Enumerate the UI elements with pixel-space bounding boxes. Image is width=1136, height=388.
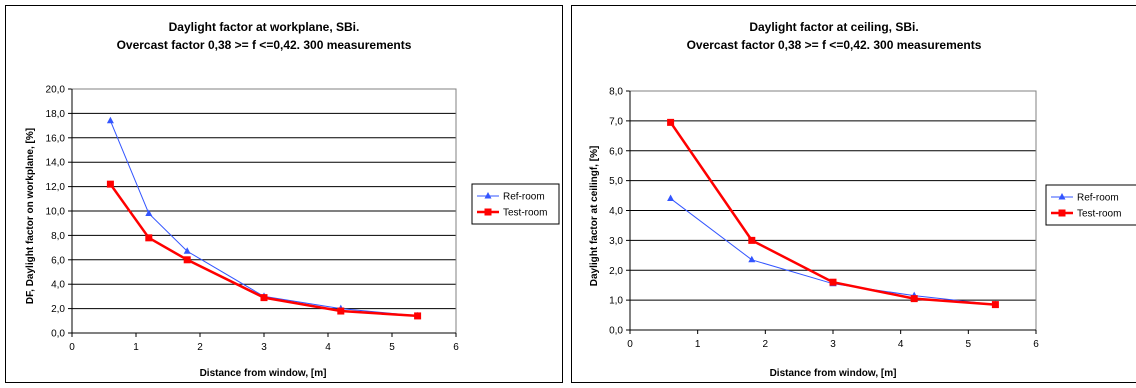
series-line-test-room — [109, 183, 418, 318]
y-tick-label: 4,0 — [609, 206, 623, 217]
chart-title: Daylight factor at ceiling, SBi. — [749, 20, 918, 34]
y-tick-label: 1,0 — [609, 296, 623, 307]
x-tick-label: 1 — [133, 342, 139, 353]
y-tick-label: 12,0 — [46, 182, 66, 193]
data-point-ref-room — [183, 247, 191, 254]
y-tick-label: 10,0 — [46, 207, 66, 218]
data-point-ref-room — [106, 116, 114, 124]
legend-marker — [1058, 193, 1066, 200]
data-point-test-room — [145, 234, 153, 242]
x-tick-label: 4 — [898, 339, 904, 350]
data-point-test-room — [106, 180, 114, 188]
data-point-test-room — [414, 312, 422, 320]
y-tick-label: 3,0 — [609, 236, 623, 247]
data-point-test-room — [260, 294, 268, 302]
data-point-ref-room — [667, 194, 675, 202]
x-tick-label: 2 — [197, 342, 203, 353]
legend-label: Ref-room — [1077, 193, 1119, 204]
x-tick-label: 2 — [763, 339, 769, 350]
legend-marker — [1058, 209, 1066, 217]
y-tick-label: 8,0 — [51, 231, 65, 242]
x-tick-label: 6 — [453, 342, 459, 353]
y-axis-label: Daylight factor at ceilingf, [%] — [589, 146, 600, 287]
legend — [1045, 184, 1136, 226]
chart-workplane: Daylight factor at workplane, SBi. Overc… — [5, 5, 563, 383]
x-tick-label: 4 — [325, 342, 331, 353]
y-tick-label: 0,0 — [51, 329, 65, 340]
legend-label: Test-room — [1077, 209, 1121, 220]
y-tick-label: 5,0 — [609, 176, 623, 187]
data-point-test-room — [910, 295, 918, 303]
chart-workplane-svg: Daylight factor at workplane, SBi. Overc… — [25, 20, 560, 379]
chart-subtitle: Overcast factor 0,38 >= f <=0,42. 300 me… — [117, 38, 412, 52]
chart-ceiling: Daylight factor at ceiling, SBi. Overcas… — [571, 5, 1136, 383]
x-tick-label: 3 — [830, 339, 836, 350]
series-line-ref-room — [109, 120, 418, 317]
x-axis-label: Distance from window, [m] — [200, 368, 327, 379]
y-tick-label: 2,0 — [609, 266, 623, 277]
y-tick-label: 18,0 — [46, 109, 66, 120]
y-tick-label: 8,0 — [609, 87, 623, 98]
x-tick-label: 5 — [389, 342, 395, 353]
y-tick-label: 2,0 — [51, 304, 65, 315]
y-tick-label: 7,0 — [609, 116, 623, 127]
y-tick-label: 0,0 — [609, 326, 623, 337]
data-point-ref-room — [145, 209, 153, 216]
legend — [471, 183, 560, 225]
chart-title: Daylight factor at workplane, SBi. — [169, 20, 360, 34]
legend-label: Test-room — [503, 208, 547, 219]
y-tick-label: 4,0 — [51, 280, 65, 291]
legend-marker — [484, 192, 492, 199]
chart-ceiling-svg: Daylight factor at ceiling, SBi. Overcas… — [589, 20, 1136, 379]
data-point-ref-room — [748, 255, 756, 263]
x-tick-label: 5 — [966, 339, 972, 350]
series-line-ref-room — [670, 198, 996, 306]
y-tick-label: 16,0 — [46, 133, 66, 144]
x-axis-label: Distance from window, [m] — [770, 368, 897, 379]
data-point-test-room — [337, 307, 345, 315]
data-point-test-room — [829, 278, 837, 286]
x-tick-label: 0 — [627, 339, 633, 350]
data-point-test-room — [991, 301, 999, 309]
legend-marker — [484, 208, 492, 216]
x-tick-label: 1 — [695, 339, 701, 350]
x-tick-label: 0 — [69, 342, 75, 353]
legend-label: Ref-room — [503, 192, 545, 203]
y-axis-label: DF, Daylight factor on workplane, [%] — [25, 128, 36, 304]
y-tick-label: 14,0 — [46, 158, 66, 169]
chart-subtitle: Overcast factor 0,38 >= f <=0,42. 300 me… — [687, 38, 982, 52]
data-point-test-room — [183, 256, 191, 264]
data-point-test-room — [667, 118, 675, 126]
y-tick-label: 6,0 — [51, 255, 65, 266]
data-point-test-room — [748, 236, 756, 244]
y-tick-label: 6,0 — [609, 146, 623, 157]
series-line-test-room — [669, 121, 996, 306]
x-tick-label: 6 — [1033, 339, 1039, 350]
x-tick-label: 3 — [261, 342, 267, 353]
y-tick-label: 20,0 — [46, 85, 66, 96]
